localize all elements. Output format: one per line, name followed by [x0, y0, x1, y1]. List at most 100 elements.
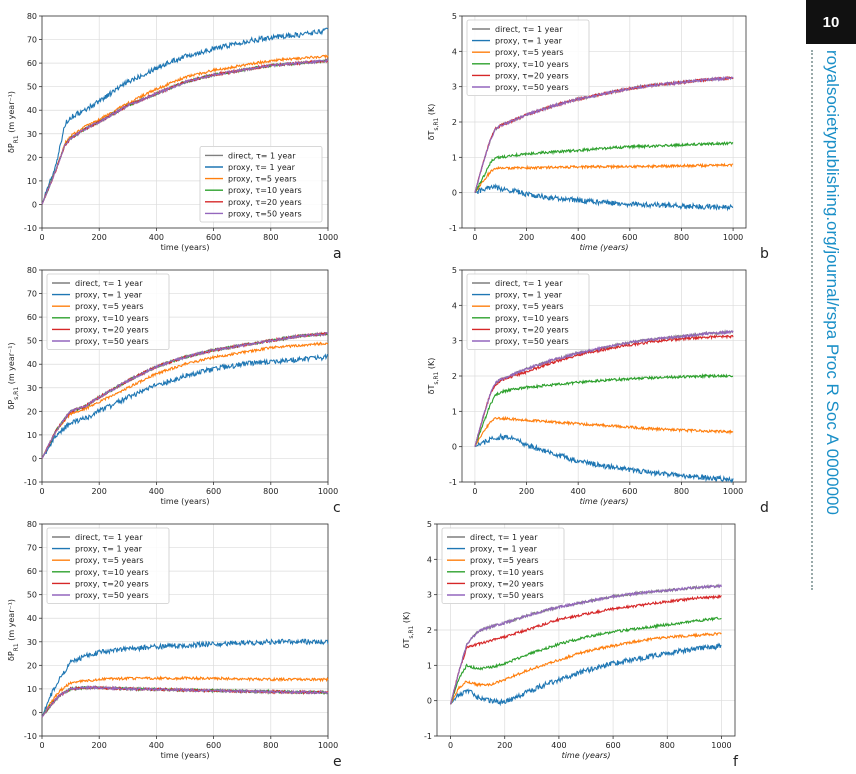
y-tick-label: 1: [427, 661, 432, 670]
x-tick-label: 600: [622, 233, 637, 242]
legend: direct, τ= 1 year proxy, τ= 1 year proxy, …: [199, 145, 323, 223]
legend-entry: proxy, τ=10 years: [495, 314, 569, 323]
legend-entry: proxy, τ=20 years: [495, 71, 569, 80]
y-tick-label: 0: [452, 189, 457, 198]
x-tick-label: 1000: [318, 233, 338, 242]
chart-panel-a: 0 200 400 600 800 1000-1001020304050607080tim…: [7, 12, 342, 262]
legend-entry: proxy, τ=5 years: [495, 48, 564, 57]
legend-entry: direct, τ= 1 year: [75, 279, 143, 288]
y-tick-label: 10: [27, 685, 37, 694]
x-tick-label: 200: [519, 487, 534, 496]
x-tick-label: 1000: [711, 741, 731, 750]
series-line-tau50: [41, 332, 329, 459]
series-line-tau10: [474, 373, 734, 447]
series-line-tau10: [474, 140, 734, 193]
legend-entry: proxy, τ= 1 year: [75, 545, 143, 554]
y-tick-label: 80: [27, 520, 37, 529]
legend-entry: proxy, τ=10 years: [495, 60, 569, 69]
x-tick-label: 0: [448, 741, 453, 750]
x-tick-label: 1000: [318, 741, 338, 750]
y-tick-label: 20: [27, 153, 37, 162]
series-line-tau1: [41, 353, 329, 459]
legend: direct, τ= 1 year proxy, τ= 1 year proxy, …: [441, 527, 565, 604]
chart-panel-b: 0 200 400 600 800 1000 -1 0 1 2 3 4 5 time (years) δTs…: [427, 12, 769, 262]
legend-entry: proxy, τ=10 years: [470, 568, 544, 577]
legend-box: [466, 273, 590, 350]
y-tick-label: 30: [27, 384, 37, 393]
y-tick-label: 40: [27, 614, 37, 623]
legend-box: [199, 145, 323, 223]
x-tick-label: 400: [571, 233, 586, 242]
x-tick-label: 200: [92, 741, 107, 750]
legend-entry: proxy, τ= 1 year: [495, 37, 563, 46]
x-tick-label: 600: [206, 487, 221, 496]
series-line-tau10: [450, 616, 722, 705]
legend-entry: direct, τ= 1 year: [228, 151, 296, 160]
y-tick-label: 0: [32, 454, 37, 463]
y-axis-label: δTs,R1 (K): [427, 358, 440, 395]
y-tick-label: 80: [27, 12, 37, 21]
legend-entry: direct, τ= 1 year: [75, 533, 143, 542]
series-line-tau5: [450, 631, 722, 705]
y-tick-label: 1: [452, 153, 457, 162]
x-tick-label: 400: [571, 487, 586, 496]
y-tick-label: 3: [452, 83, 457, 92]
legend-entry: proxy, τ=50 years: [495, 83, 569, 92]
legend-entry: proxy, τ=50 years: [495, 337, 569, 346]
y-tick-label: 50: [27, 591, 37, 600]
legend-entry: proxy, τ=20 years: [495, 325, 569, 334]
y-tick-label: 50: [27, 337, 37, 346]
y-tick-label: 1: [452, 407, 457, 416]
x-tick-label: 0: [39, 233, 44, 242]
y-tick-label: 60: [27, 567, 37, 576]
y-tick-label: 10: [27, 177, 37, 186]
legend: direct, τ= 1 year proxy, τ= 1 year proxy, …: [46, 527, 170, 604]
journal-side-text[interactable]: royalsocietypublishing.org/journal/rspa …: [823, 50, 842, 515]
page-number-badge: 10: [806, 0, 856, 44]
legend-entry: direct, τ= 1 year: [470, 533, 538, 542]
x-axis-label: time (years): [161, 751, 210, 760]
series-line-tau20: [450, 594, 722, 705]
legend-entry: proxy, τ=50 years: [75, 591, 149, 600]
y-tick-label: 50: [27, 83, 37, 92]
x-tick-label: 600: [622, 487, 637, 496]
y-tick-label: 80: [27, 266, 37, 275]
y-tick-label: 20: [27, 661, 37, 670]
series-line-tau1: [450, 642, 722, 707]
page-number: 10: [822, 13, 840, 31]
legend-entry: proxy, τ=10 years: [75, 314, 149, 323]
x-axis-label: time (years): [161, 497, 210, 506]
plot-frame: [41, 269, 329, 483]
y-tick-label: 5: [427, 520, 432, 529]
panel-letter: d: [760, 500, 769, 516]
panel-letter: e: [333, 754, 342, 770]
legend-entry: proxy, τ=20 years: [228, 198, 302, 207]
y-tick-label: 40: [27, 360, 37, 369]
y-tick-label: -1: [449, 478, 457, 487]
y-axis-label: δPs,R1 (m year⁻¹): [7, 342, 20, 409]
legend-entry: direct, τ= 1 year: [495, 279, 563, 288]
legend: direct, τ= 1 year proxy, τ= 1 year proxy, …: [466, 273, 590, 350]
y-tick-label: -10: [24, 478, 37, 487]
series-line-tau10: [41, 332, 329, 459]
chart-panel-e: 0 200 400 600 800 1000-1001020304050607080tim…: [7, 520, 342, 770]
series-line-tau50: [41, 684, 329, 718]
x-axis-label: time (years): [562, 751, 611, 760]
x-tick-label: 800: [263, 487, 278, 496]
y-tick-label: 70: [27, 36, 37, 45]
y-tick-label: 30: [27, 638, 37, 647]
series-line-tau5: [474, 415, 734, 447]
y-tick-label: 2: [452, 118, 457, 127]
x-tick-label: 200: [92, 233, 107, 242]
x-tick-label: 600: [206, 741, 221, 750]
legend-entry: proxy, τ= 1 year: [470, 545, 538, 554]
legend-entry: proxy, τ= 1 year: [228, 163, 296, 172]
chart-panel-c: 0 200 400 600 800 1000-1001020304050607080tim…: [7, 266, 341, 516]
series-line-tau1: [41, 27, 329, 205]
legend-entry: proxy, τ=20 years: [75, 325, 149, 334]
y-axis-label: δPR1 (m year⁻¹): [7, 91, 20, 153]
x-tick-label: 200: [92, 487, 107, 496]
y-tick-label: 70: [27, 544, 37, 553]
legend-entry: proxy, τ=20 years: [470, 579, 544, 588]
plot-frame: [41, 15, 329, 229]
